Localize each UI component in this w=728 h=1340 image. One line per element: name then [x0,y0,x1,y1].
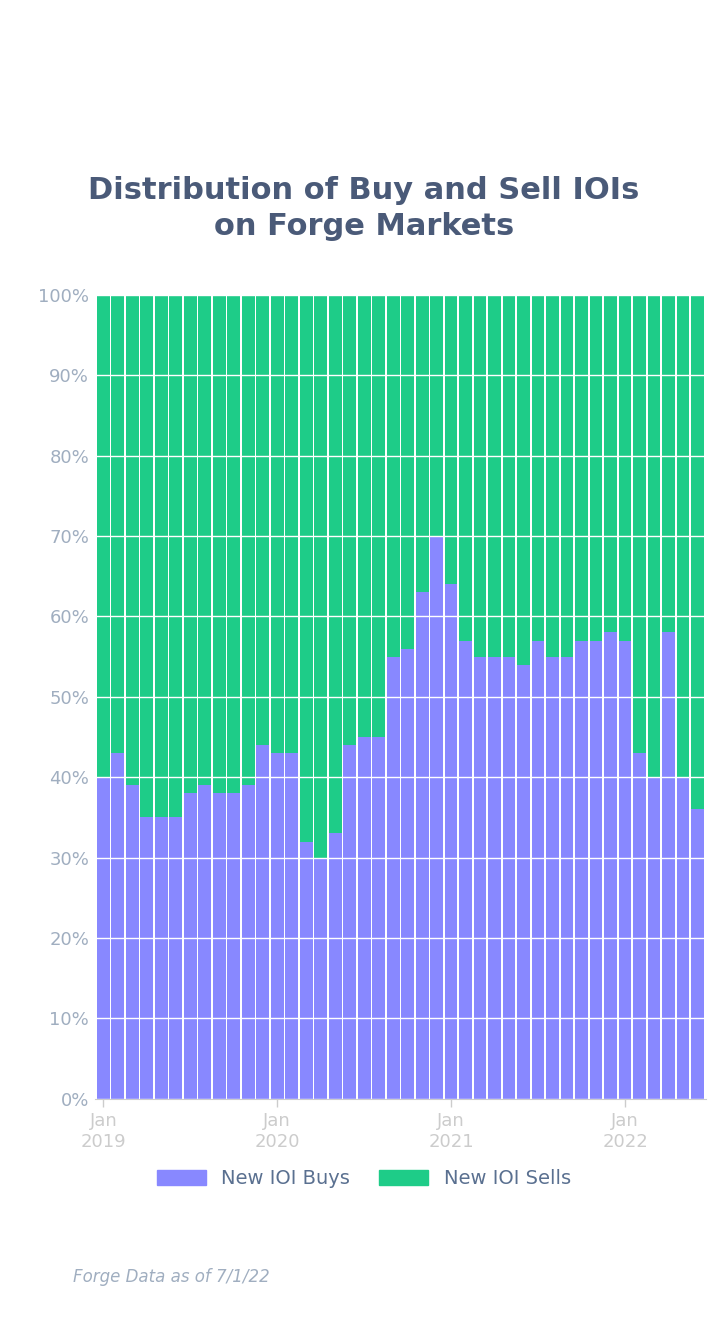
Bar [488,657,501,1099]
Bar [590,295,602,641]
Bar [227,295,240,793]
Bar [199,785,211,1099]
Bar [604,632,617,1099]
Bar [459,295,472,641]
Bar [213,793,226,1099]
Bar [170,295,182,817]
Bar [401,295,414,649]
Bar [474,295,486,657]
Bar [170,817,182,1099]
Bar [372,295,385,737]
Bar [430,295,443,536]
Bar [546,295,559,657]
Bar [546,657,559,1099]
Bar [691,295,704,809]
Bar [213,295,226,793]
Bar [344,745,356,1099]
Bar [474,657,486,1099]
Bar [531,295,545,641]
Bar [300,295,312,842]
Bar [97,295,110,777]
Bar [387,295,400,657]
Bar [126,785,139,1099]
Bar [633,753,646,1099]
Bar [676,295,689,777]
Bar [372,737,385,1099]
Bar [459,641,472,1099]
Bar [401,649,414,1099]
Bar [111,295,124,753]
Bar [141,295,153,817]
Bar [184,295,197,793]
Bar [141,817,153,1099]
Bar [604,295,617,632]
Bar [314,295,327,858]
Bar [111,753,124,1099]
Bar [387,657,400,1099]
Bar [445,584,457,1099]
Bar [662,632,675,1099]
Bar [590,641,602,1099]
Bar [619,641,631,1099]
Bar [314,858,327,1099]
Bar [256,745,269,1099]
Bar [517,665,530,1099]
Bar [517,295,530,665]
Bar [155,295,167,817]
Bar [488,295,501,657]
Bar [97,777,110,1099]
Text: Distribution of Buy and Sell IOIs
on Forge Markets: Distribution of Buy and Sell IOIs on For… [88,177,640,241]
Bar [155,817,167,1099]
Bar [531,641,545,1099]
Bar [184,793,197,1099]
Bar [619,295,631,641]
Bar [300,842,312,1099]
Bar [256,295,269,745]
Bar [416,295,429,592]
Legend: New IOI Buys, New IOI Sells: New IOI Buys, New IOI Sells [149,1162,579,1197]
Bar [503,657,515,1099]
Bar [561,295,574,657]
Bar [503,295,515,657]
Bar [445,295,457,584]
Bar [227,793,240,1099]
Bar [575,641,588,1099]
Bar [329,295,341,833]
Text: Forge Data as of 7/1/22: Forge Data as of 7/1/22 [73,1269,269,1286]
Bar [344,295,356,745]
Bar [648,777,660,1099]
Bar [648,295,660,777]
Bar [561,657,574,1099]
Bar [575,295,588,641]
Bar [416,592,429,1099]
Bar [329,833,341,1099]
Bar [357,295,371,737]
Bar [242,785,255,1099]
Bar [357,737,371,1099]
Bar [285,753,298,1099]
Bar [271,753,284,1099]
Bar [126,295,139,785]
Bar [676,777,689,1099]
Bar [271,295,284,753]
Bar [633,295,646,753]
Bar [242,295,255,785]
Bar [199,295,211,785]
Bar [662,295,675,632]
Bar [691,809,704,1099]
Bar [285,295,298,753]
Bar [430,536,443,1099]
